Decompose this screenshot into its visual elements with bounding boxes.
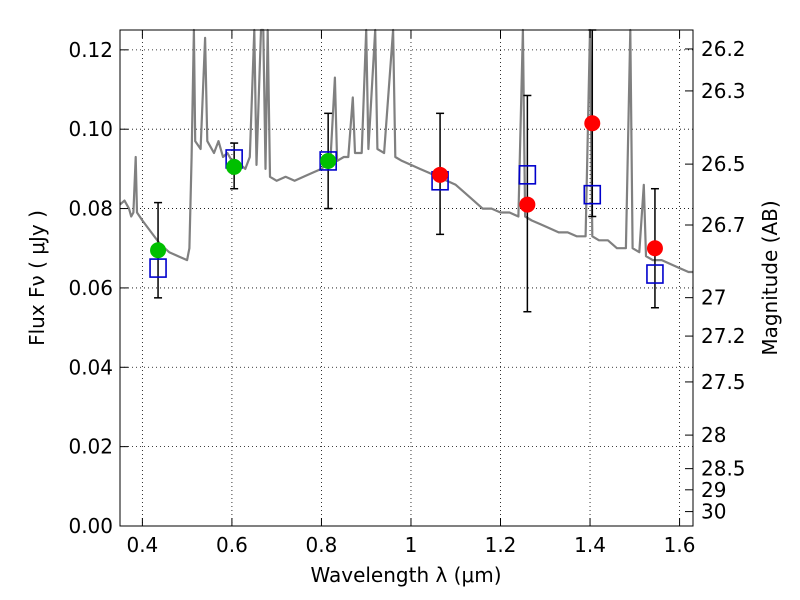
right-tick-label: 28: [701, 423, 726, 447]
observed-point: [320, 152, 337, 169]
x-tick-label: 1.6: [664, 533, 696, 557]
right-tick-label: 26.5: [701, 152, 746, 176]
right-tick-label: 30: [701, 500, 726, 524]
model-square: [149, 258, 167, 278]
y-tick-label: 0.02: [68, 435, 113, 459]
observed-point: [150, 242, 167, 259]
observed-point: [646, 240, 663, 257]
right-tick-label: 27.5: [701, 370, 746, 394]
observed-point: [226, 158, 243, 175]
right-tick-label: 26.2: [701, 37, 746, 61]
model-square: [646, 264, 664, 284]
x-tick-label: 1.4: [574, 533, 606, 557]
right-axis-label: Magnitude (AB): [758, 200, 782, 355]
observed-photometry-points: [150, 115, 663, 259]
observed-point: [519, 196, 536, 213]
y-tick-label: 0.04: [68, 355, 113, 379]
x-tick-labels: 0.4 0.6 0.8 1 1.2 1.4 1.6: [126, 533, 695, 557]
observed-point: [584, 115, 601, 132]
y-tick-label: 0.08: [68, 197, 113, 221]
y-tick-labels: 0.00 0.02 0.04 0.06 0.08 0.10 0.12: [68, 38, 113, 538]
x-tick-label: 0.4: [126, 533, 158, 557]
y-tick-label: 0.00: [68, 514, 113, 538]
x-tick-label: 0.8: [306, 533, 338, 557]
y-tick-label: 0.10: [68, 117, 113, 141]
axis-ticks: [120, 30, 693, 527]
x-tick-label: 1: [405, 533, 418, 557]
plot-frame: [119, 29, 694, 527]
spectrum-line: [119, 28, 693, 274]
x-axis-label: Wavelength λ (μm): [310, 563, 501, 587]
x-tick-label: 0.6: [216, 533, 248, 557]
y-axis-label: Flux Fν ( μJy ): [25, 210, 49, 346]
x-tick-label: 1.2: [485, 533, 517, 557]
right-tick-label: 29: [701, 478, 726, 502]
right-tick-label: 27.2: [701, 324, 746, 348]
grid-lines: [120, 30, 693, 526]
model-square: [518, 165, 537, 185]
model-square: [583, 184, 602, 205]
observed-point: [432, 166, 449, 183]
y-tick-label: 0.12: [68, 38, 113, 62]
right-tick-label: 27: [701, 286, 726, 310]
right-tick-label: 26.7: [701, 213, 746, 237]
y-tick-label: 0.06: [68, 276, 113, 300]
model-spectrum: [119, 28, 693, 274]
right-tick-label: 28.5: [701, 457, 746, 481]
right-tick-label: 26.3: [701, 79, 746, 103]
